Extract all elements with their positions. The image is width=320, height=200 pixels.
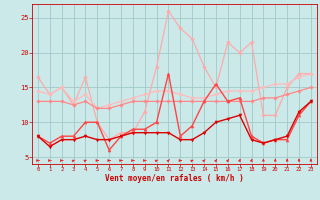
X-axis label: Vent moyen/en rafales ( km/h ): Vent moyen/en rafales ( km/h ): [105, 174, 244, 183]
